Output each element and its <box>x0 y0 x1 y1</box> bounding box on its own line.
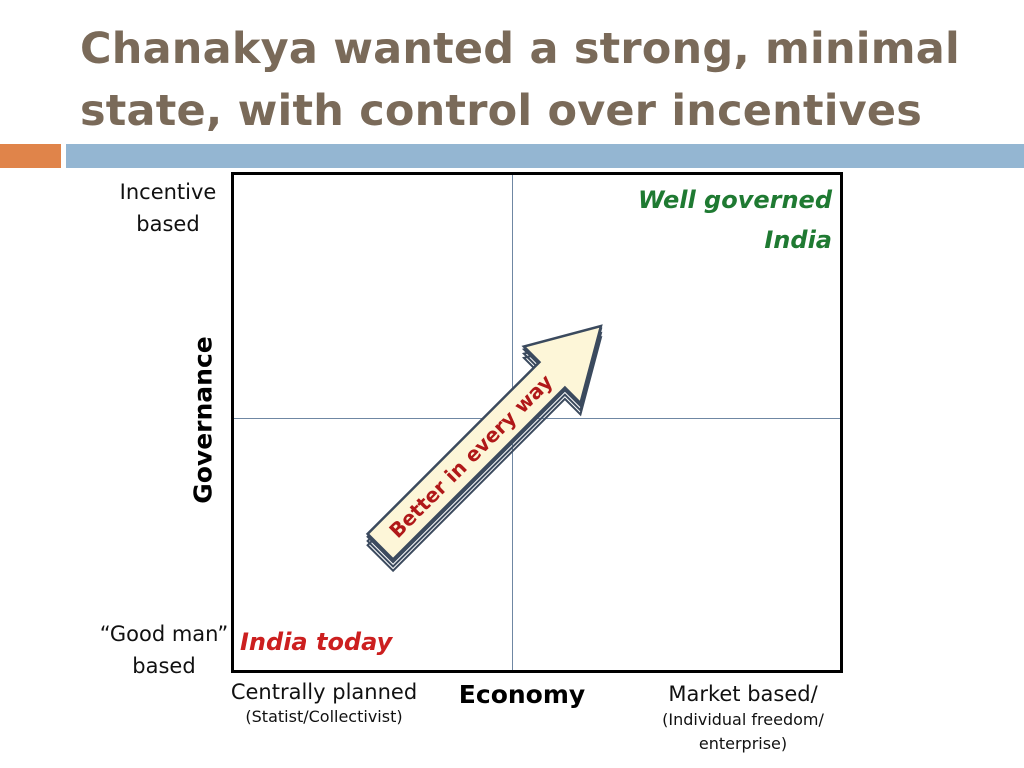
accent-bar-blue <box>66 144 1024 168</box>
slide-title: Chanakya wanted a strong, minimal state,… <box>80 18 1000 142</box>
x-right-main: Market based/ <box>668 682 818 706</box>
horizontal-divider <box>234 418 840 419</box>
x-left-sub: (Statist/Collectivist) <box>245 707 403 726</box>
y-axis-bottom-label: “Good man” based <box>84 618 244 682</box>
quadrant-frame <box>231 172 843 673</box>
title-line-1: Chanakya wanted a strong, minimal <box>80 24 960 74</box>
y-bottom-line-1: “Good man” <box>99 622 229 646</box>
quadrant-label-well-governed: Well governed India <box>638 180 832 260</box>
y-axis-title: Governance <box>188 336 218 504</box>
x-left-main: Centrally planned <box>230 680 418 704</box>
y-top-line-1: Incentive <box>119 180 217 204</box>
vertical-divider <box>512 175 513 670</box>
well-governed-line-1: Well governed <box>638 186 832 214</box>
x-axis-title: Economy <box>458 680 586 709</box>
quadrant-label-india-today: India today <box>240 628 393 656</box>
x-axis-right-label: Market based/ (Individual freedom/ enter… <box>640 680 846 756</box>
x-right-sub-1: (Individual freedom/ <box>662 710 824 729</box>
y-axis-top-label: Incentive based <box>100 176 236 240</box>
x-axis-left-label: Centrally planned (Statist/Collectivist) <box>214 678 434 728</box>
accent-bar-orange <box>0 144 61 168</box>
y-top-line-2: based <box>136 212 200 236</box>
title-line-2: state, with control over incentives <box>80 86 923 136</box>
x-right-sub-2: enterprise) <box>698 734 788 753</box>
well-governed-line-2: India <box>764 226 832 254</box>
y-bottom-line-2: based <box>132 654 196 678</box>
